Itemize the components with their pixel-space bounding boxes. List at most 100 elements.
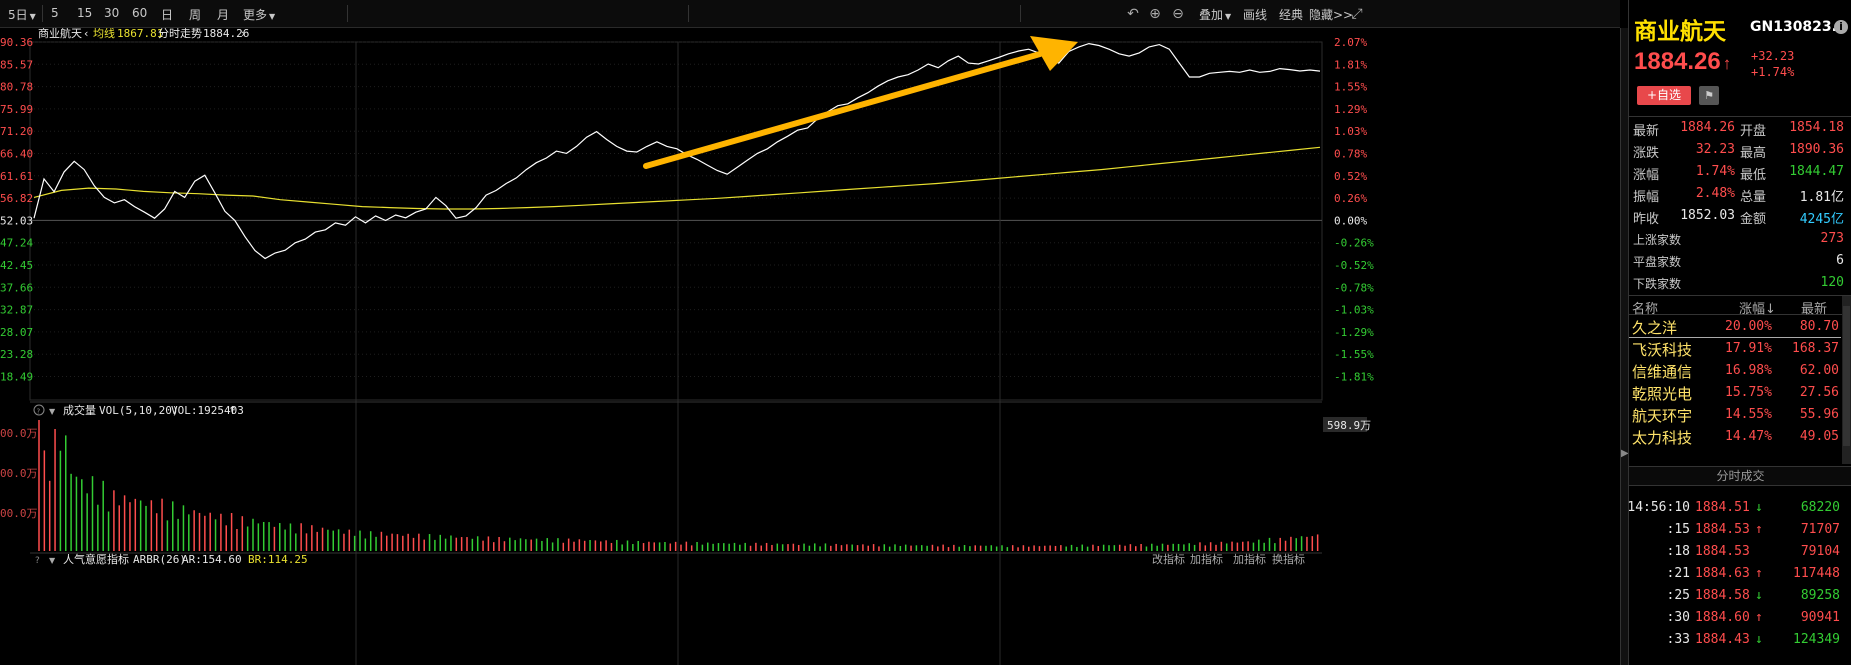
constituent-name: 乾照光电 [1632, 385, 1693, 403]
indicator-tab-add-1[interactable]: 加指标 [1190, 552, 1223, 566]
indicator-name: 人气意愿指标 [63, 552, 129, 566]
volume-collapse-caret-icon[interactable]: ▼ [49, 407, 56, 416]
stat-label: 金额 [1740, 212, 1767, 227]
stat-label: 昨收 [1633, 212, 1660, 227]
breadth-value: 273 [1820, 231, 1844, 246]
trade-time: :21 [1666, 566, 1690, 581]
period-5min-button[interactable]: 5 [51, 6, 59, 20]
period-30min-button[interactable]: 30 [104, 6, 120, 20]
constituent-row[interactable]: 乾照光电 15.75% 27.56 [1629, 382, 1841, 404]
breadth-label: 平盘家数 [1633, 255, 1682, 269]
period-5day-selector[interactable]: 5日 ▼ [8, 8, 36, 22]
info-icon[interactable]: i [1834, 20, 1848, 34]
add-favorite-button[interactable]: +自选 [1637, 86, 1691, 105]
indicator-tab-add-2[interactable]: 加指标 [1233, 552, 1266, 566]
bell-icon[interactable]: ⚑ [1699, 86, 1719, 105]
constituent-row[interactable]: 太力科技 14.47% 49.05 [1629, 426, 1841, 448]
caret-down-icon: ▼ [269, 12, 276, 21]
classic-button[interactable]: 经典 [1279, 8, 1304, 22]
volume-max-label: 598.9万 [1327, 419, 1371, 432]
trade-volume: 117448 [1793, 566, 1840, 581]
chart-toolbar: 5日 ▼ 5 15 30 60 日 周 月 更多 ▼ ↶ ⊕ ⊖ 叠加 ▼ 画线 经典… [0, 0, 1620, 28]
stat-label: 振幅 [1633, 190, 1660, 205]
right-tick-label: 0.52% [1334, 170, 1367, 183]
quote-panel: 商业航天 GN130823... i 1884.26 ↑ +32.23 +1.74… [1627, 0, 1851, 665]
splitter-arrow-icon[interactable]: ▶ [1621, 448, 1629, 459]
stat-label: 最新 [1633, 124, 1660, 139]
trade-direction-icon: ↓ [1755, 500, 1763, 515]
constituents-list: 久之洋 20.00% 80.70 飞沃科技 17.91% 168.37 信维通信 16.98%… [1629, 316, 1841, 448]
help-icon[interactable] [33, 404, 45, 416]
left-tick-label: 47.24 [0, 237, 33, 250]
right-tick-label: -1.81% [1334, 371, 1374, 384]
more-periods-button[interactable]: 更多 ▼ [243, 8, 276, 22]
trade-time: :15 [1666, 522, 1690, 537]
col-pct[interactable]: 涨幅↓ [1739, 302, 1776, 317]
constituent-pct: 20.00% [1725, 319, 1772, 334]
change-value: +32.23 [1751, 49, 1795, 63]
trade-price: 1884.51 [1695, 500, 1750, 515]
constituent-pct: 14.47% [1725, 429, 1772, 444]
constituents-scrollbar[interactable] [1842, 296, 1851, 464]
indicator-caret-icon[interactable]: ▼ [49, 556, 56, 565]
trade-direction-icon: ↑ [1755, 610, 1763, 625]
change-pct: +1.74% [1751, 65, 1795, 79]
constituent-row[interactable]: 久之洋 20.00% 80.70 [1629, 316, 1841, 338]
toolbar-divider [42, 5, 43, 22]
chart-header-left-chevron[interactable]: ‹ [84, 28, 88, 40]
breadth-label: 上涨家数 [1633, 233, 1682, 247]
left-tick-label: 75.99 [0, 103, 33, 116]
period-day-button[interactable]: 日 [161, 8, 174, 22]
fullscreen-icon[interactable]: ⤢ [1351, 6, 1363, 22]
period-week-button[interactable]: 周 [189, 8, 202, 22]
left-tick-label: 66.40 [0, 148, 33, 161]
trade-time: :33 [1666, 632, 1690, 647]
stat-value: 4245亿 [1799, 212, 1844, 227]
chart-header-right-chevron[interactable]: › [241, 28, 245, 40]
stat-row: 涨幅 1.74% 最低 1844.47 [1629, 161, 1851, 183]
zoom-in-icon[interactable]: ⊕ [1149, 6, 1161, 22]
trade-price: 1884.53 [1695, 544, 1750, 559]
volume-tick-1: 00.0万 [0, 427, 38, 440]
constituent-pct: 15.75% [1725, 385, 1772, 400]
undo-icon[interactable]: ↶ [1127, 6, 1139, 22]
overlay-button[interactable]: 叠加 ▼ [1199, 8, 1232, 22]
hide-panel-button[interactable]: 隐藏>> [1309, 8, 1354, 22]
draw-line-button[interactable]: 画线 [1243, 8, 1268, 22]
trade-time: :18 [1666, 544, 1690, 559]
constituent-row[interactable]: 信维通信 16.98% 62.00 [1629, 360, 1841, 382]
col-name[interactable]: 名称 [1632, 302, 1659, 317]
col-price[interactable]: 最新 [1801, 302, 1828, 317]
constituent-name: 久之洋 [1632, 319, 1678, 337]
trade-direction-icon: ↓ [1755, 588, 1763, 603]
constituent-pct: 16.98% [1725, 363, 1772, 378]
trade-direction-icon: ↑ [1755, 522, 1763, 537]
trade-volume: 71707 [1800, 522, 1840, 537]
left-price-axis: 90.36 85.57 80.78 75.99 71.20 66.40 61.61 56.82… [0, 36, 33, 384]
right-tick-label: 1.29% [1334, 103, 1367, 116]
stat-row: 昨收 1852.03 金额 4245亿 [1629, 205, 1851, 227]
zoom-out-icon[interactable]: ⊖ [1172, 6, 1184, 22]
period-15min-button[interactable]: 15 [77, 6, 93, 20]
indicator-tab-switch[interactable]: 换指标 [1272, 552, 1305, 566]
left-tick-label: 80.78 [0, 81, 33, 94]
period-60min-button[interactable]: 60 [132, 6, 148, 20]
volume-tick-3: 00.0万 [0, 507, 38, 520]
scrollbar-thumb[interactable] [1843, 306, 1850, 446]
period-month-button[interactable]: 月 [217, 8, 230, 22]
right-tick-label: -1.03% [1334, 304, 1374, 317]
volume-max-label-box [1323, 417, 1367, 432]
indicator-br: BR:114.25 [248, 553, 308, 566]
index-code: GN130823... [1750, 19, 1848, 35]
constituent-name: 太力科技 [1632, 429, 1693, 447]
right-tick-label: 0.26% [1334, 192, 1367, 205]
toolbar-divider [347, 5, 348, 22]
intraday-chart[interactable]: 商业航天 ‹ 均线 1867.81 分时走势 1884.26 › 90.36 85… [0, 28, 1620, 665]
indicator-tab-modify[interactable]: 改指标 [1152, 552, 1185, 566]
constituent-row[interactable]: 飞沃科技 17.91% 168.37 [1629, 338, 1841, 360]
panel-splitter[interactable] [1620, 28, 1628, 665]
indicator-help-icon[interactable]: ? [35, 556, 40, 566]
trade-row: :21 1884.63 ↑ 117448 [1629, 563, 1851, 585]
constituent-row[interactable]: 航天环宇 14.55% 55.96 [1629, 404, 1841, 426]
stat-label: 总量 [1740, 190, 1767, 205]
